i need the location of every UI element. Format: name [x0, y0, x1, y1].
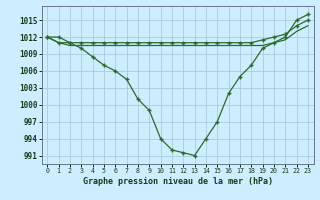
X-axis label: Graphe pression niveau de la mer (hPa): Graphe pression niveau de la mer (hPa) [83, 177, 273, 186]
